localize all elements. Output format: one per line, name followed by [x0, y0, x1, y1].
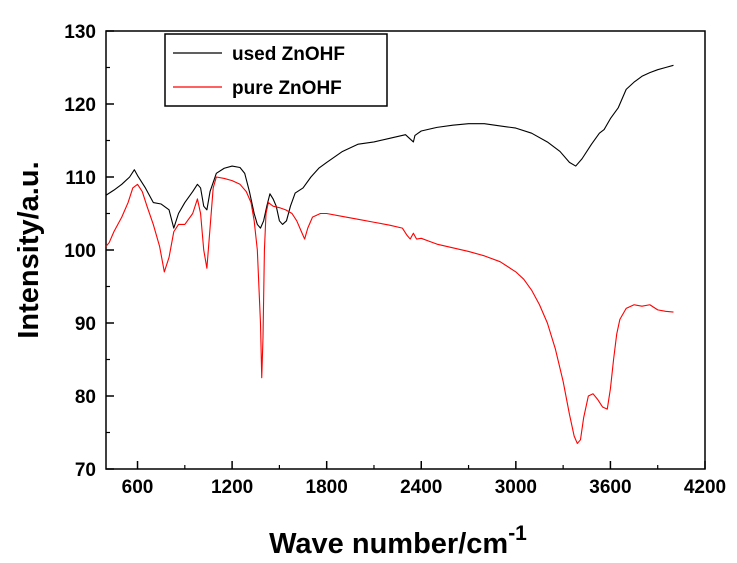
- y-tick-label-130: 130: [64, 22, 96, 43]
- x-tick-label-1800: 1800: [306, 477, 348, 498]
- legend-label-pure: pure ZnOHF: [232, 78, 342, 99]
- legend: used ZnOHF pure ZnOHF: [164, 33, 388, 107]
- x-axis-title-text: Wave number/cm: [269, 528, 508, 560]
- x-tick-label-3000: 3000: [495, 477, 537, 498]
- y-tick-label-90: 90: [75, 314, 96, 335]
- legend-box: [164, 33, 388, 107]
- legend-label-used: used ZnOHF: [232, 44, 345, 65]
- y-tick-label-100: 100: [64, 241, 96, 262]
- series-layer: [105, 64, 674, 444]
- y-tick-label-110: 110: [65, 168, 96, 189]
- x-axis-title-superscript: -1: [508, 522, 527, 545]
- labels-layer: 600 1200 1800 2400 3000 3600 4200 70 80 90 100 110 1…: [64, 22, 726, 498]
- y-tick-label-70: 70: [75, 460, 96, 481]
- ticks-layer: [106, 30, 706, 470]
- x-tick-label-4200: 4200: [684, 477, 726, 498]
- x-tick-label-3600: 3600: [589, 477, 631, 498]
- y-axis-title: Intensity/a.u.: [13, 161, 45, 338]
- x-axis-title: Wave number/cm-1: [269, 522, 527, 560]
- y-tick-label-80: 80: [75, 387, 96, 408]
- y-tick-label-120: 120: [64, 95, 96, 116]
- x-tick-label-600: 600: [122, 477, 154, 498]
- series-line-used-znohf: [105, 64, 674, 229]
- x-tick-label-1200: 1200: [211, 477, 253, 498]
- series-line-pure-znohf: [105, 176, 674, 444]
- x-tick-label-2400: 2400: [400, 477, 442, 498]
